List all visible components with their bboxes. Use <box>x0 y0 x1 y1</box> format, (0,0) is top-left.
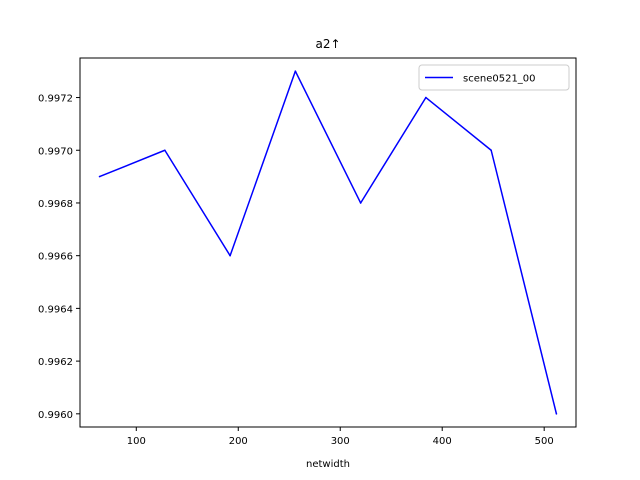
chart-title: a2↑ <box>315 37 340 51</box>
data-point <box>490 149 492 152</box>
data-point <box>164 149 166 152</box>
legend: scene0521_00 <box>418 64 570 91</box>
y-tick-label: 0.9966 <box>38 252 73 263</box>
y-tick-label: 0.9972 <box>38 94 73 105</box>
series-layer <box>98 70 558 415</box>
data-point <box>359 202 362 204</box>
data-point <box>425 96 427 99</box>
x-axis-label: netwidth <box>306 459 350 470</box>
data-point <box>98 175 101 178</box>
legend-box <box>418 64 570 91</box>
legend-entry: scene0521_00 <box>463 74 536 85</box>
x-tick-label: 200 <box>229 436 248 447</box>
y-axis: 0.9960 0.9962 0.9964 0.9966 0.9968 0.9970 0.99… <box>38 94 80 421</box>
data-point <box>294 70 297 72</box>
y-tick-label: 0.9962 <box>38 357 73 368</box>
x-tick-label: 100 <box>127 436 146 447</box>
plot-area <box>79 57 577 428</box>
series-line <box>99 70 558 415</box>
x-tick-label: 500 <box>535 436 554 447</box>
plot-frame <box>79 57 577 428</box>
data-point <box>555 413 558 415</box>
y-tick-label: 0.9964 <box>38 304 73 315</box>
data-point <box>229 254 231 257</box>
y-tick-label: 0.9968 <box>38 199 73 210</box>
y-tick-label: 0.9960 <box>38 410 73 421</box>
x-axis: 100 200 300 400 500 <box>127 427 554 447</box>
x-tick-label: 300 <box>331 436 350 447</box>
y-tick-label: 0.9970 <box>38 146 73 157</box>
x-tick-label: 400 <box>433 436 452 447</box>
